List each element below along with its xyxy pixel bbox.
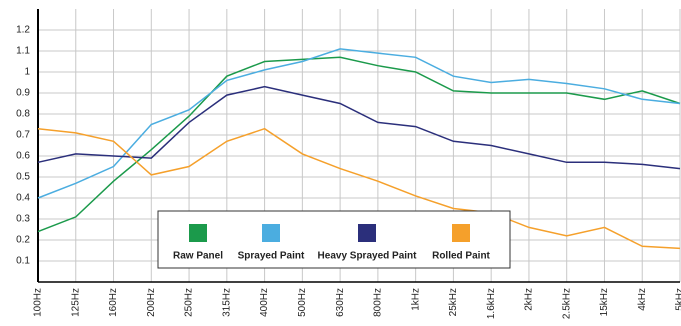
x-tick-label: 630Hz — [335, 288, 346, 317]
legend-swatch — [358, 224, 376, 242]
y-tick-label: 0.7 — [16, 130, 30, 141]
y-tick-label: 1 — [24, 67, 30, 78]
x-tick-label: 500Hz — [297, 288, 308, 317]
x-tick-label: 2kHz — [524, 288, 535, 311]
x-tick-label: 250Hz — [184, 288, 195, 317]
x-tick-label: 800Hz — [373, 288, 384, 317]
y-tick-label: 0.9 — [16, 88, 30, 99]
legend-swatch — [452, 224, 470, 242]
legend-swatch — [189, 224, 207, 242]
y-tick-label: 0.6 — [16, 151, 30, 162]
legend-label: Rolled Paint — [432, 251, 490, 262]
y-tick-label: 0.1 — [16, 256, 30, 267]
x-tick-label: 5kHz — [675, 288, 681, 311]
x-tick-label: 1kHz — [410, 288, 421, 311]
x-tick-label: 160Hz — [108, 288, 119, 317]
y-tick-label: 1.2 — [16, 25, 30, 36]
x-tick-label: 25kHz — [448, 288, 459, 316]
legend-swatch — [262, 224, 280, 242]
x-tick-label: 4kHz — [637, 288, 648, 311]
x-tick-label: 200Hz — [146, 288, 157, 317]
legend-label: Sprayed Paint — [238, 251, 305, 262]
x-tick-label: 2.5kHz — [561, 288, 572, 319]
x-tick-label: 1.6kHz — [486, 288, 497, 319]
x-tick-label: 315Hz — [221, 288, 232, 317]
x-tick-label: 100Hz — [33, 288, 44, 317]
legend-box — [157, 210, 511, 269]
legend-label: Heavy Sprayed Paint — [318, 251, 418, 262]
x-tick-label: 15kHz — [599, 288, 610, 316]
x-tick-label: 125Hz — [70, 288, 81, 317]
series-line — [37, 48, 681, 199]
series-line — [37, 56, 681, 233]
y-tick-label: 0.5 — [16, 172, 30, 183]
y-tick-label: 1.1 — [16, 46, 30, 57]
y-tick-label: 0.4 — [16, 193, 30, 204]
series-line — [37, 85, 681, 170]
y-tick-label: 0.8 — [16, 109, 30, 120]
series-line — [37, 127, 681, 250]
y-tick-label: 0.2 — [16, 235, 30, 246]
x-tick-label: 400Hz — [259, 288, 270, 317]
y-tick-label: 0.3 — [16, 214, 30, 225]
legend-label: Raw Panel — [173, 251, 223, 262]
